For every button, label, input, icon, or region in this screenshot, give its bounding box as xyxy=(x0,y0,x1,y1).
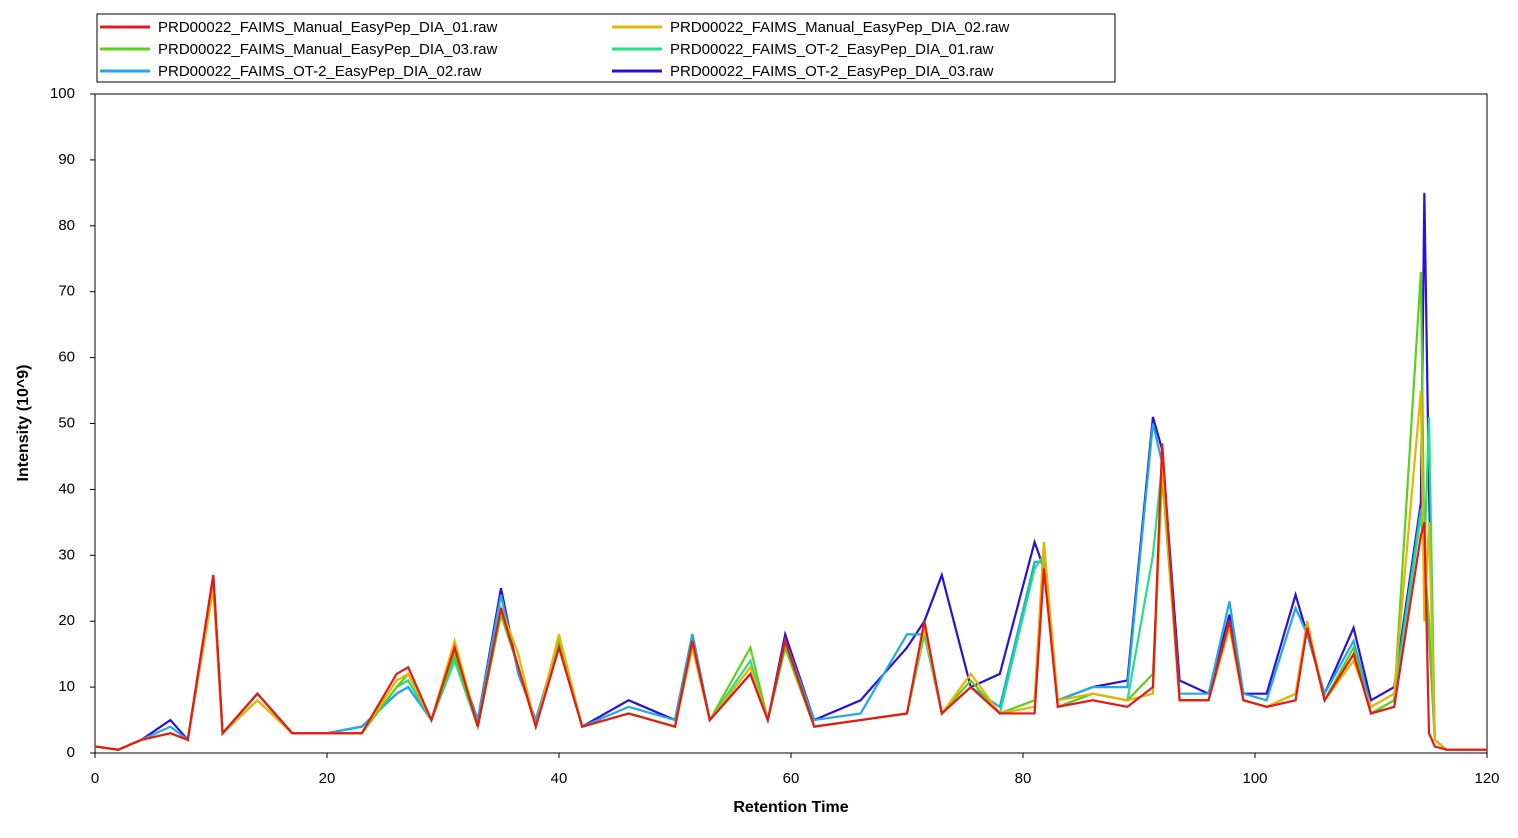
legend-label: PRD00022_FAIMS_Manual_EasyPep_DIA_01.raw xyxy=(158,19,498,36)
y-tick-label: 20 xyxy=(58,612,75,629)
legend-label: PRD00022_FAIMS_Manual_EasyPep_DIA_03.raw xyxy=(158,41,498,58)
series-line xyxy=(94,443,1487,751)
x-axis-label: Retention Time xyxy=(733,799,848,816)
y-tick-label: 70 xyxy=(58,283,75,300)
x-tick-label: 60 xyxy=(783,770,800,787)
y-tick-label: 40 xyxy=(58,480,75,497)
y-tick-label: 0 xyxy=(67,744,75,761)
legend-box xyxy=(96,13,1116,83)
x-tick-label: 80 xyxy=(1015,770,1032,787)
legend-label: PRD00022_FAIMS_OT-2_EasyPep_DIA_02.raw xyxy=(158,63,482,80)
x-tick-label: 100 xyxy=(1242,770,1267,787)
legend-label: PRD00022_FAIMS_OT-2_EasyPep_DIA_03.raw xyxy=(670,63,994,80)
plot-area xyxy=(94,93,1488,754)
x-tick-label: 120 xyxy=(1474,770,1499,787)
legend-label: PRD00022_FAIMS_OT-2_EasyPep_DIA_01.raw xyxy=(670,41,994,58)
x-tick-label: 0 xyxy=(91,770,99,787)
x-tick-label: 40 xyxy=(551,770,568,787)
y-tick-label: 30 xyxy=(58,546,75,563)
y-tick-label: 60 xyxy=(58,349,75,366)
y-tick-label: 90 xyxy=(58,151,75,168)
legend-label: PRD00022_FAIMS_Manual_EasyPep_DIA_02.raw xyxy=(670,19,1010,36)
y-tick-label: 80 xyxy=(58,217,75,234)
y-tick-label: 100 xyxy=(50,85,75,102)
x-tick-label: 20 xyxy=(319,770,336,787)
y-tick-label: 10 xyxy=(58,678,75,695)
y-axis-label: Intensity (10^9) xyxy=(15,365,32,482)
y-tick-label: 50 xyxy=(58,414,75,431)
